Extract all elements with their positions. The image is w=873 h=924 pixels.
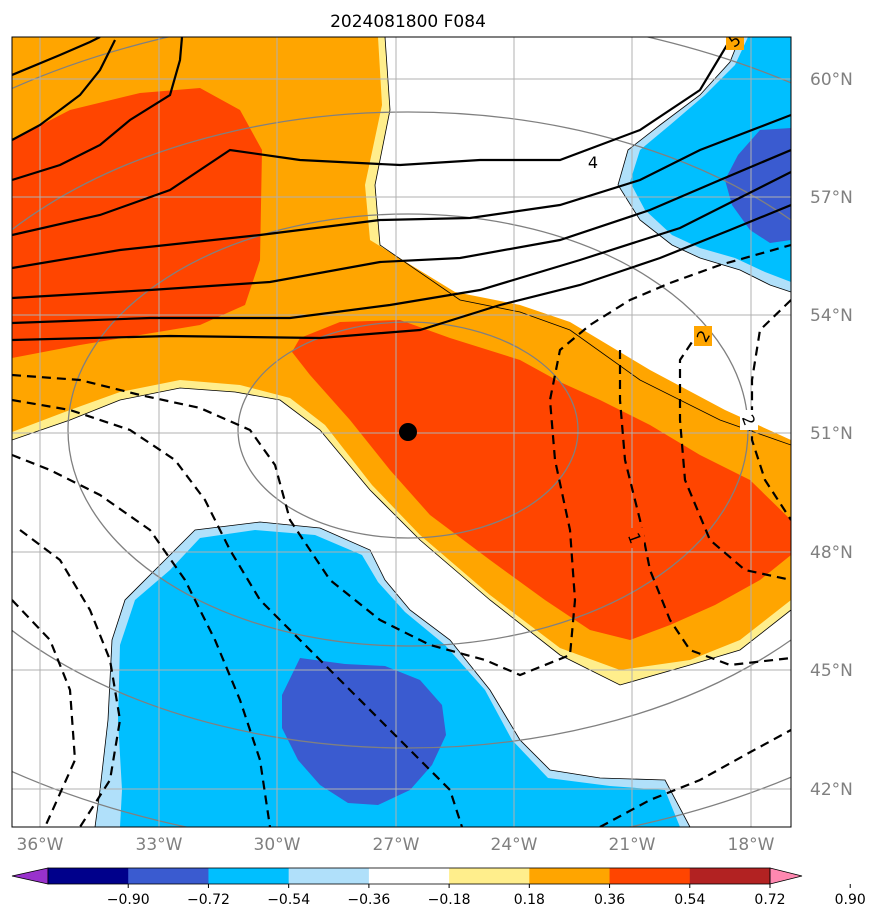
positive-anomaly-region — [12, 37, 791, 685]
contour-label-4: 4 — [588, 153, 598, 172]
colorbar-extend-low — [11, 867, 49, 885]
colorbar-tick-label: 0.72 — [754, 892, 785, 908]
colorbar-tick-label: −0.90 — [107, 892, 150, 908]
center-marker-dot — [399, 423, 417, 441]
colorbar-tick-label: −0.54 — [267, 892, 310, 908]
map-frame — [11, 36, 792, 828]
colorbar-segment — [48, 868, 129, 884]
lat-tick-label: 57°N — [810, 188, 853, 208]
lon-tick-label: 27°W — [373, 835, 420, 855]
lon-tick-label: 33°W — [136, 835, 183, 855]
colorbar-tick-label: −0.72 — [187, 892, 230, 908]
colorbar-frame — [47, 867, 771, 885]
colorbar-tick-label: 0.36 — [594, 892, 625, 908]
colorbar-tick-label: 0.90 — [835, 892, 866, 908]
lat-tick-label: 45°N — [810, 661, 853, 681]
colorbar-segment — [208, 868, 290, 884]
lon-tick-label: 24°W — [491, 835, 538, 855]
latitude-tick-labels: 60°N 57°N 54°N 51°N 48°N 45°N 42°N — [810, 70, 853, 800]
lon-tick-label: 18°W — [728, 835, 775, 855]
colorbar-tick-label: −0.18 — [428, 892, 471, 908]
colorbar-tick-label: 0.18 — [514, 892, 545, 908]
lat-tick-label: 48°N — [810, 543, 853, 563]
colorbar-extend-high — [769, 867, 803, 885]
colorbar-segment — [689, 868, 771, 884]
map-panel: 5 4 2 2 1 — [12, 37, 791, 827]
colorbar: −0.90 −0.72 −0.54 −0.36 −0.18 0.18 0.36 0.54 0.7… — [11, 867, 866, 908]
colorbar-tick-label: −0.36 — [347, 892, 390, 908]
colorbar-segment — [128, 868, 209, 884]
lon-tick-label: 21°W — [609, 835, 656, 855]
colorbar-ticks: −0.90 −0.72 −0.54 −0.36 −0.18 0.18 0.36 0.54 0.7… — [107, 884, 866, 908]
longitude-tick-labels: 36°W 33°W 30°W 27°W 24°W 21°W 18°W — [17, 835, 775, 855]
lat-tick-label: 51°N — [810, 424, 853, 444]
colorbar-segment — [449, 868, 530, 884]
lat-tick-label: 60°N — [810, 70, 853, 90]
contour-labels: 5 4 2 2 1 — [584, 37, 759, 548]
colorbar-segments — [11, 867, 803, 885]
colorbar-segment — [609, 868, 691, 884]
colorbar-segment — [288, 868, 370, 884]
lon-tick-label: 36°W — [17, 835, 64, 855]
lon-tick-label: 30°W — [254, 835, 301, 855]
figure-title: 2024081800 F084 — [330, 12, 486, 32]
colorbar-tick-label: 0.54 — [674, 892, 705, 908]
solid-contours — [12, 37, 791, 342]
lat-tick-label: 54°N — [810, 306, 853, 326]
colorbar-segment — [529, 868, 611, 884]
colorbar-segment — [368, 868, 450, 884]
lat-tick-label: 42°N — [810, 780, 853, 800]
